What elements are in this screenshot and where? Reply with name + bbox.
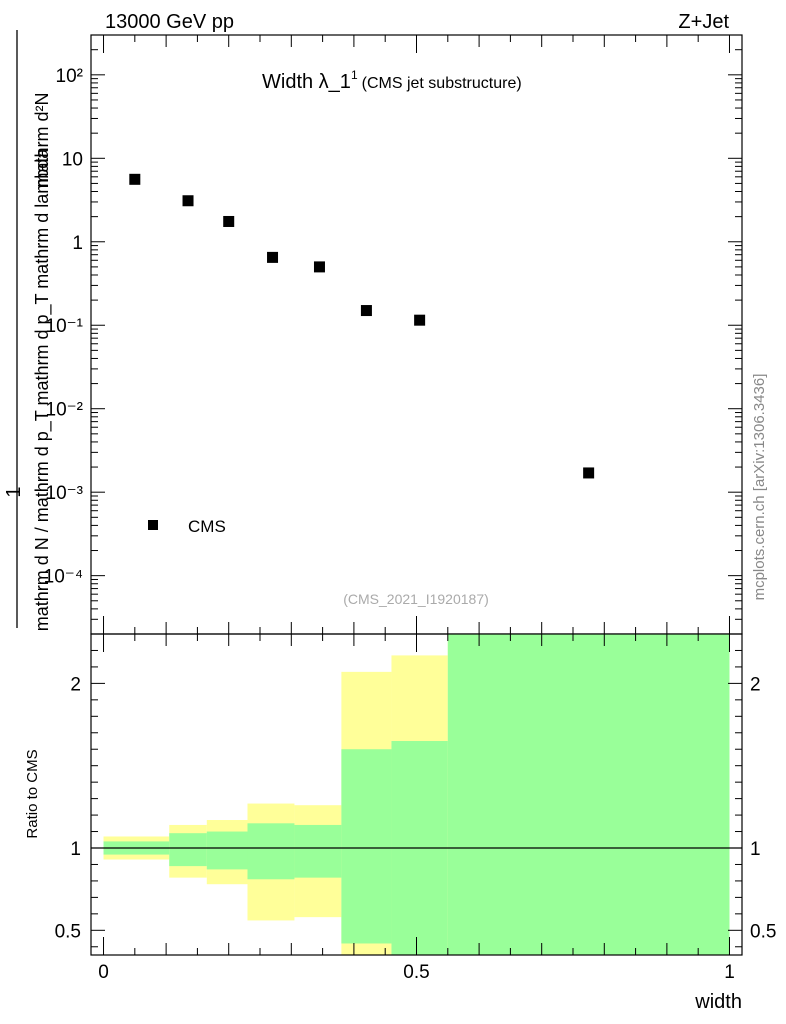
main-y-tick-label: 10² [56,66,83,87]
legend-marker-cms [148,520,158,530]
x-tick-label: 1 [724,962,735,983]
ratio-band-bin [247,823,295,880]
data-point [129,173,141,185]
side-label: mcplots.cern.ch [arXiv:1306.3436] [751,374,768,601]
x-tick-label: 0 [98,962,109,983]
data-point [414,314,426,326]
main-y-axis-label: 1 mathrm d²N mathrm d N / mathrm d p_T m… [3,30,53,631]
plot-subtitle: (CMS jet substructure) [362,75,522,92]
ratio-y-tick-label: 0.5 [55,921,81,942]
ratio-y-tick-label-right: 0.5 [750,921,776,942]
ratio-band-bin [447,634,730,955]
data-point [583,467,595,479]
ratio-plot-frame [90,633,743,956]
x-axis-label: width [694,991,742,1013]
ratio-plot-panel: 0.5 0.5 1 1 2 2 0 0.5 1 Ratio to CMS width [24,633,776,1013]
analysis-id: (CMS_2021_I1920187) [343,591,489,607]
main-plot-frame [90,34,743,635]
ratio-band-bin [294,824,342,878]
process-label: Z+Jet [678,11,729,33]
plot-title: Width λ_11 (CMS jet substructure) [262,68,522,93]
main-y-tick-label: 10⁻³ [46,483,84,504]
ratio-band-bin [169,833,207,867]
data-point [267,251,279,263]
plot-title-text: Width λ_1 [262,71,351,93]
main-y-tick-label: 10 [62,149,83,170]
y-label-denominator: mathrm d N / mathrm d p_T mathrm d p_T m… [32,148,53,631]
ratio-band-bin [206,831,248,870]
main-y-tick-label: 10⁻⁴ [44,567,83,588]
y-label-prefix: 1 [3,486,25,497]
data-point [360,305,372,317]
data-point [313,261,325,273]
data-point [182,195,194,207]
energy-label: 13000 GeV pp [105,11,234,33]
main-y-tick-label: 10⁻¹ [46,316,84,337]
ratio-y-tick-label: 2 [70,674,81,695]
main-y-tick-label: 10⁻² [46,400,84,421]
x-tick-label: 0.5 [403,962,429,983]
legend-label-cms: CMS [188,517,226,536]
plot-title-sup: 1 [351,68,358,82]
y-label-numerator: mathrm d²N [32,92,52,187]
ratio-y-tick-label-right: 2 [750,674,761,695]
ratio-y-axis-label: Ratio to CMS [24,749,41,838]
ratio-y-tick-label: 1 [70,839,81,860]
main-y-tick-label: 1 [72,233,83,254]
ratio-band-bin [341,749,392,944]
ratio-y-tick-label-right: 1 [750,839,761,860]
data-point [223,215,235,227]
